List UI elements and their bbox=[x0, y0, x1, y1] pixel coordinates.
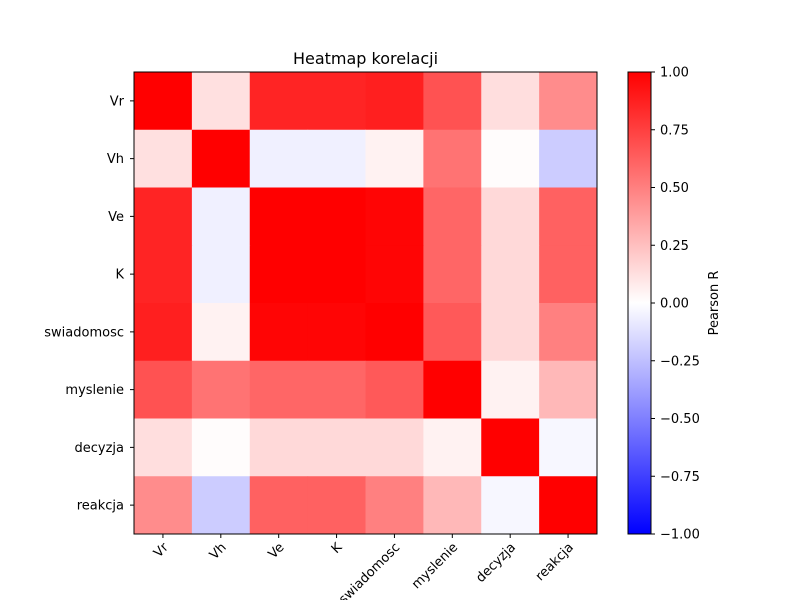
heatmap-cell bbox=[134, 129, 193, 188]
heatmap-cell bbox=[423, 360, 482, 419]
heatmap-cell bbox=[134, 245, 193, 304]
heatmap-cell bbox=[249, 72, 309, 131]
y-tick-label: Ve bbox=[108, 210, 124, 225]
x-tick-label: decyzja bbox=[473, 540, 519, 586]
y-tick-label: decyzja bbox=[75, 441, 125, 456]
heatmap-cell bbox=[423, 303, 482, 362]
heatmap-cell bbox=[134, 418, 193, 477]
heatmap-cell bbox=[365, 72, 424, 131]
x-tick-label: Vr bbox=[151, 540, 172, 561]
colorbar-tick-label: −1.00 bbox=[660, 528, 700, 543]
colorbar-tick-label: 0.00 bbox=[660, 297, 689, 312]
heatmap-cell bbox=[307, 360, 367, 419]
heatmap-cell bbox=[365, 418, 424, 477]
colorbar bbox=[627, 71, 652, 535]
heatmap-cell bbox=[539, 72, 598, 131]
heatmap-cell bbox=[191, 418, 251, 477]
heatmap-cell bbox=[539, 360, 598, 419]
heatmap-cell bbox=[191, 303, 251, 362]
heatmap-cell bbox=[307, 187, 367, 246]
heatmap-cell bbox=[307, 72, 367, 131]
heatmap-cell bbox=[539, 187, 598, 246]
heatmap-cell bbox=[423, 72, 482, 131]
colorbar-tick-label: −0.25 bbox=[660, 354, 700, 369]
x-tick-label: swiadomosc bbox=[336, 540, 403, 600]
heatmap-cell bbox=[539, 129, 598, 188]
heatmap-cell bbox=[191, 245, 251, 304]
heatmap-cell bbox=[191, 476, 251, 535]
colorbar-tick-label: −0.75 bbox=[660, 470, 700, 485]
colorbar-ticks: 1.00 0.75 0.50 0.25 0.00 −0.25 −0.50 −0.75 −1.00 bbox=[651, 66, 700, 543]
heatmap-cell bbox=[423, 476, 482, 535]
x-tick-label: reakcja bbox=[533, 540, 577, 584]
heatmap-cell bbox=[481, 129, 540, 188]
heatmap-frame bbox=[133, 71, 598, 535]
heatmap-cell bbox=[134, 476, 193, 535]
heatmap-cell bbox=[307, 245, 367, 304]
heatmap-cell bbox=[134, 303, 193, 362]
y-tick-label: Vr bbox=[110, 94, 125, 109]
heatmap-cell bbox=[539, 418, 598, 477]
heatmap-cell bbox=[423, 187, 482, 246]
heatmap-cell bbox=[249, 129, 309, 188]
heatmap-cell bbox=[481, 360, 540, 419]
heatmap-cells bbox=[134, 72, 598, 535]
heatmap-cell bbox=[134, 72, 193, 131]
heatmap-cell bbox=[365, 303, 424, 362]
y-tick-label: reakcja bbox=[77, 499, 124, 514]
heatmap-cell bbox=[481, 476, 540, 535]
heatmap-cell bbox=[481, 418, 540, 477]
heatmap-cell bbox=[249, 245, 309, 304]
heatmap-cell bbox=[365, 129, 424, 188]
heatmap-cell bbox=[539, 245, 598, 304]
chart-title: Heatmap korelacji bbox=[293, 49, 438, 68]
heatmap-cell bbox=[307, 303, 367, 362]
colorbar-tick-label: −0.50 bbox=[660, 412, 700, 427]
heatmap-cell bbox=[365, 360, 424, 419]
heatmap-cell bbox=[134, 360, 193, 419]
heatmap-cell bbox=[365, 476, 424, 535]
heatmap-cell bbox=[307, 418, 367, 477]
heatmap-cell bbox=[481, 245, 540, 304]
y-tick-label: myslenie bbox=[65, 383, 124, 398]
x-tick-label: Ve bbox=[266, 540, 288, 562]
heatmap-cell bbox=[249, 303, 309, 362]
heatmap-cell bbox=[249, 418, 309, 477]
colorbar-label: Pearson R bbox=[707, 271, 722, 336]
heatmap-cell bbox=[307, 129, 367, 188]
heatmap-cell bbox=[191, 187, 251, 246]
heatmap-cell bbox=[539, 303, 598, 362]
heatmap-cell bbox=[481, 72, 540, 131]
heatmap-cell bbox=[191, 72, 251, 131]
x-tick-label: Vh bbox=[207, 540, 230, 563]
y-tick-label: K bbox=[115, 268, 124, 283]
heatmap-cell bbox=[423, 129, 482, 188]
heatmap-cell bbox=[191, 360, 251, 419]
heatmap-cell bbox=[481, 187, 540, 246]
heatmap-cell bbox=[365, 187, 424, 246]
heatmap-cell bbox=[249, 476, 309, 535]
x-tick-label: myslenie bbox=[409, 540, 461, 592]
heatmap-cell bbox=[249, 360, 309, 419]
colorbar-tick-label: 0.75 bbox=[660, 123, 689, 138]
colorbar-tick-label: 0.50 bbox=[660, 181, 689, 196]
heatmap-cell bbox=[423, 245, 482, 304]
y-tick-label: swiadomosc bbox=[44, 325, 124, 340]
heatmap-cell bbox=[423, 418, 482, 477]
colorbar-tick-label: 0.25 bbox=[660, 239, 689, 254]
heatmap-cell bbox=[134, 187, 193, 246]
heatmap-cell bbox=[365, 245, 424, 304]
colorbar-tick-label: 1.00 bbox=[660, 66, 689, 81]
heatmap-cell bbox=[481, 303, 540, 362]
x-tick-label: K bbox=[329, 540, 346, 557]
y-tick-label: Vh bbox=[107, 152, 124, 167]
heatmap-cell bbox=[249, 187, 309, 246]
heatmap-cell bbox=[191, 129, 251, 188]
heatmap-cell bbox=[539, 476, 598, 535]
heatmap-cell bbox=[307, 476, 367, 535]
